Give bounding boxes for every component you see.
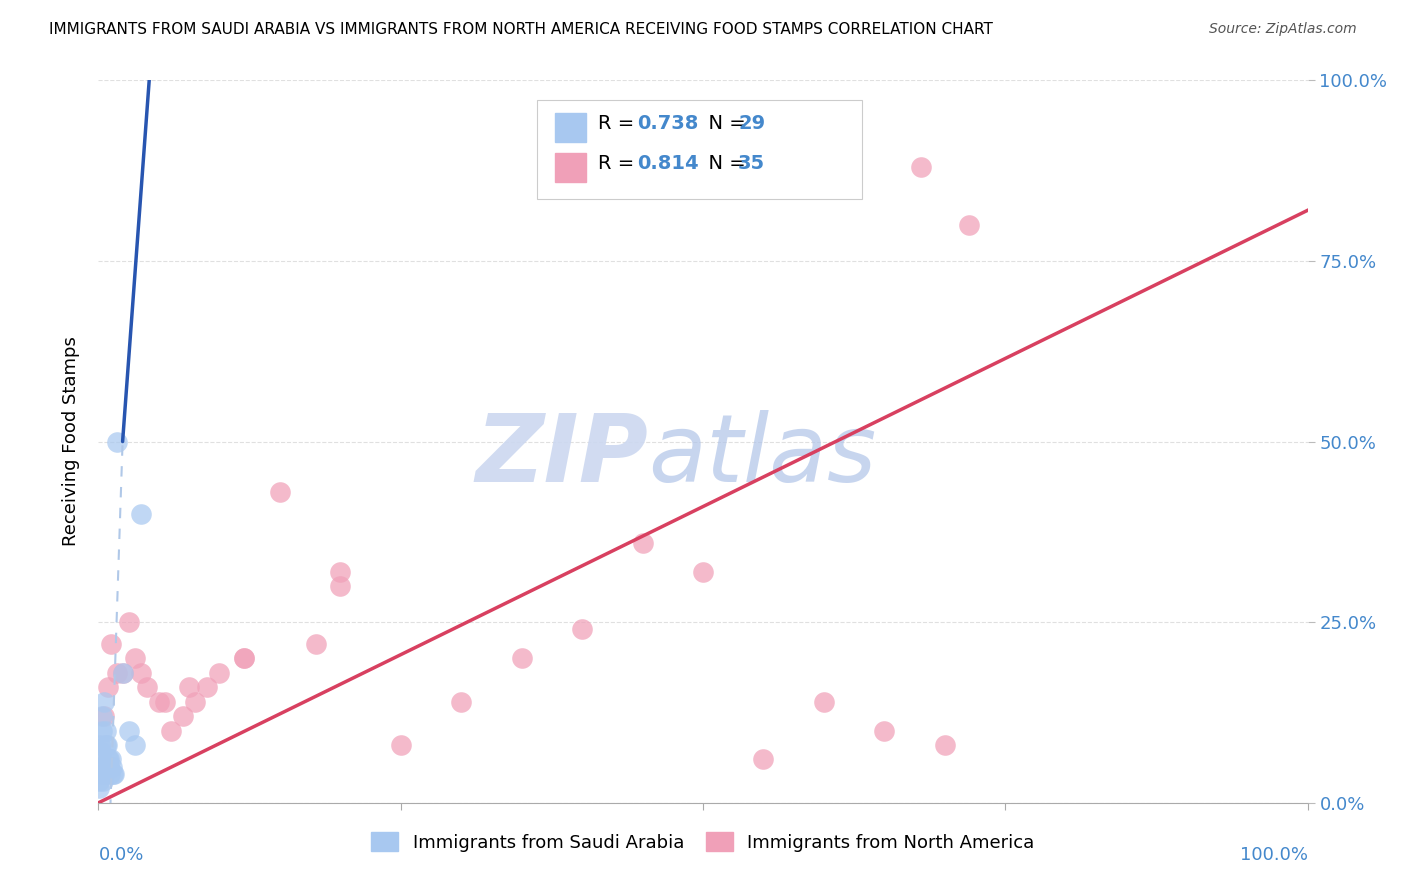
Point: [94, 738, 117, 752]
Point: [97, 752, 120, 766]
Point: [510, 651, 533, 665]
Point: [752, 752, 775, 766]
Point: [111, 665, 134, 680]
Point: [91, 709, 114, 723]
Point: [93, 695, 115, 709]
Point: [91, 723, 114, 738]
Point: [89, 738, 111, 752]
Point: [100, 760, 122, 774]
Point: [172, 709, 194, 723]
Point: [129, 507, 152, 521]
Point: [93, 709, 115, 723]
Point: [208, 665, 231, 680]
Point: [153, 695, 176, 709]
Text: 0.0%: 0.0%: [98, 847, 143, 864]
Point: [93, 767, 115, 781]
Text: R =: R =: [598, 113, 640, 133]
Point: [813, 695, 835, 709]
Text: 0.814: 0.814: [637, 153, 699, 173]
Text: 35: 35: [738, 153, 765, 173]
Point: [118, 615, 141, 630]
Point: [910, 160, 932, 174]
Point: [692, 565, 714, 579]
Legend: Immigrants from Saudi Arabia, Immigrants from North America: Immigrants from Saudi Arabia, Immigrants…: [364, 825, 1042, 859]
Text: 100.0%: 100.0%: [1240, 847, 1308, 864]
Point: [91, 774, 114, 789]
Point: [96, 738, 118, 752]
Point: [105, 665, 128, 680]
Point: [450, 695, 472, 709]
Point: [389, 738, 412, 752]
Point: [148, 695, 170, 709]
Point: [97, 752, 120, 766]
Text: IMMIGRANTS FROM SAUDI ARABIA VS IMMIGRANTS FROM NORTH AMERICA RECEIVING FOOD STA: IMMIGRANTS FROM SAUDI ARABIA VS IMMIGRAN…: [49, 22, 993, 37]
Point: [91, 767, 114, 781]
Y-axis label: Receiving Food Stamps: Receiving Food Stamps: [62, 336, 80, 547]
Text: ZIP: ZIP: [475, 410, 648, 502]
Point: [329, 579, 352, 593]
Point: [631, 535, 654, 549]
Point: [111, 665, 134, 680]
Point: [232, 651, 254, 665]
Text: atlas: atlas: [648, 410, 877, 501]
Point: [329, 565, 352, 579]
Point: [101, 767, 124, 781]
Point: [232, 651, 254, 665]
Point: [118, 723, 141, 738]
Point: [195, 680, 218, 694]
Point: [124, 651, 146, 665]
Text: N =: N =: [696, 153, 752, 173]
Point: [100, 637, 122, 651]
Text: 29: 29: [738, 113, 765, 133]
Point: [873, 723, 896, 738]
Point: [100, 752, 122, 766]
Text: N =: N =: [696, 113, 752, 133]
Point: [184, 695, 207, 709]
Point: [269, 485, 291, 500]
Text: R =: R =: [598, 153, 640, 173]
Point: [98, 760, 121, 774]
Point: [934, 738, 956, 752]
Point: [87, 781, 110, 796]
Point: [98, 767, 121, 781]
Point: [129, 665, 152, 680]
Point: [89, 774, 111, 789]
Point: [124, 738, 146, 752]
Point: [103, 767, 125, 781]
Point: [957, 218, 980, 232]
Point: [94, 760, 117, 774]
Point: [97, 680, 120, 694]
Point: [571, 623, 593, 637]
Point: [105, 434, 128, 449]
Point: [179, 680, 201, 694]
Point: [89, 752, 111, 766]
Point: [305, 637, 328, 651]
Point: [90, 760, 112, 774]
Text: 0.738: 0.738: [637, 113, 699, 133]
Point: [135, 680, 157, 694]
Point: [96, 723, 118, 738]
Text: Source: ZipAtlas.com: Source: ZipAtlas.com: [1209, 22, 1357, 37]
Point: [160, 723, 183, 738]
Point: [90, 745, 112, 759]
